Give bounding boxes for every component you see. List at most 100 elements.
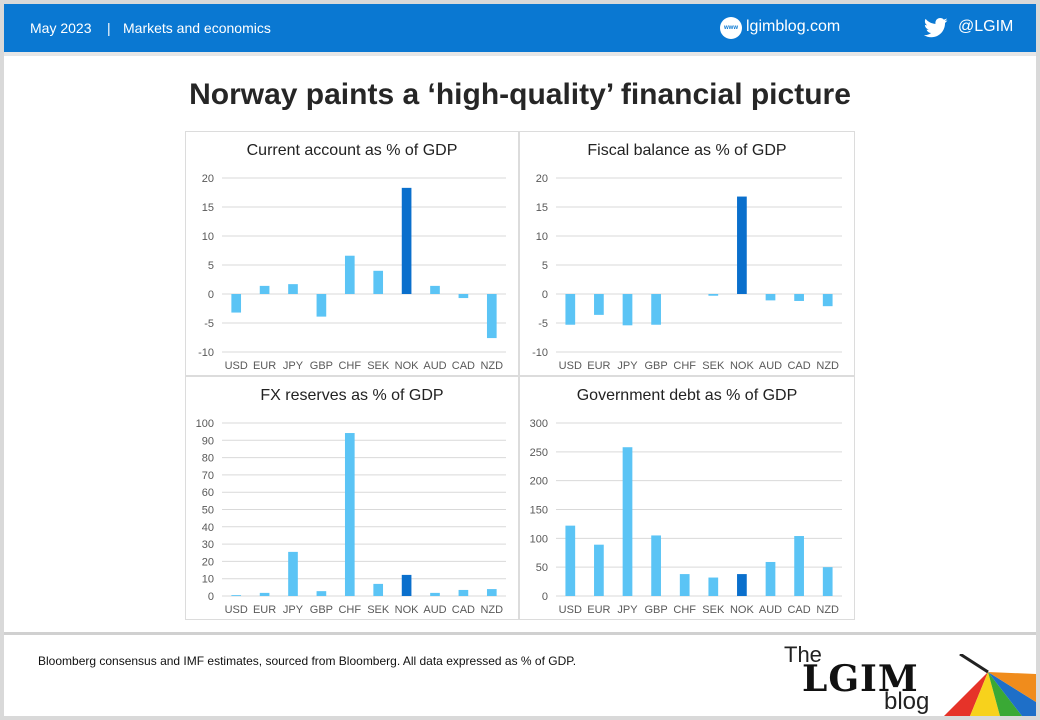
chart-current-account: 20 15 10 5 0 -5 -10 USD EUR JPY GBP CHF SEK NOK AUD CAD… [186,132,520,377]
bar-nok [737,197,747,294]
y-tick-label: 10 [536,231,548,243]
x-tick-label: AUD [423,360,446,372]
header-date: May 2023 [30,20,91,36]
bar-eur [594,294,604,315]
chart-panel-current-account: Current account as % of GDP 20 15 10 5 0 -5 -1… [185,131,519,376]
y-tick-label: 10 [202,574,214,586]
x-tick-label: USD [559,604,582,616]
bar-chf [680,574,690,596]
bar-aud [430,593,440,596]
x-tick-label: SEK [367,604,390,616]
chart-government-debt: 300 250 200 150 100 50 0 USD EUR JPY GBP CHF SEK NOK A… [520,377,856,621]
y-tick-label: 0 [542,591,548,603]
bar-jpy [623,294,633,325]
header-section: Markets and economics [123,20,271,36]
y-tick-label: 10 [202,231,214,243]
bar-sek [373,271,383,294]
bar-cad [794,294,804,301]
y-tick-label: 50 [536,562,548,574]
y-tick-label: 20 [536,173,548,185]
y-tick-label: 250 [530,447,548,459]
x-tick-label: EUR [587,604,610,616]
chart-panel-fiscal-balance: Fiscal balance as % of GDP 20 15 10 5 0 -5 -10… [519,131,855,376]
y-tick-label: 15 [202,202,214,214]
y-tick-label: 100 [196,418,214,430]
bar-aud [766,562,776,596]
bar-nok [402,575,412,596]
y-tick-label: 100 [530,533,548,545]
y-tick-label: 0 [208,591,214,603]
y-tick-label: 200 [530,476,548,488]
bar-sek [708,578,718,596]
y-tick-label: 80 [202,453,214,465]
bar-sek [373,584,383,596]
x-tick-label: CHF [673,604,696,616]
x-tick-label: AUD [759,604,782,616]
x-tick-label: NZD [816,360,839,372]
x-tick-label: GBP [310,604,333,616]
header-separator: | [107,20,111,36]
bar-aud [430,286,440,294]
x-tick-label: GBP [310,360,333,372]
x-tick-label: NZD [816,604,839,616]
y-tick-label: 60 [202,487,214,499]
x-tick-label: GBP [644,604,667,616]
www-globe-icon: www [720,17,742,39]
y-tick-label: 20 [202,173,214,185]
x-tick-label: AUD [423,604,446,616]
bar-jpy [623,447,633,596]
x-tick-label: GBP [644,360,667,372]
x-tick-label: NZD [480,360,503,372]
x-tick-label: JPY [283,604,304,616]
y-tick-label: 20 [202,556,214,568]
source-footnote: Bloomberg consensus and IMF estimates, s… [38,654,576,668]
bar-gbp [651,535,661,596]
x-tick-label: JPY [617,604,638,616]
bar-cad [794,536,804,596]
x-tick-label: CHF [338,604,361,616]
x-tick-label: NOK [395,360,420,372]
y-tick-label: 30 [202,539,214,551]
bar-jpy [288,284,298,294]
bar-nzd [487,589,497,596]
x-tick-label: CAD [452,360,475,372]
x-tick-label: NOK [395,604,420,616]
x-tick-label: SEK [702,360,725,372]
y-tick-label: 5 [542,260,548,272]
lgim-blog-logo: The LGIM blog [780,640,1036,716]
x-tick-label: SEK [367,360,390,372]
y-tick-label: 0 [208,289,214,301]
bar-eur [260,593,270,596]
slide: May 2023 | Markets and economics www lgi… [4,4,1036,716]
y-tick-label: 300 [530,418,548,430]
bar-nzd [823,567,833,596]
bar-usd [565,294,575,325]
y-tick-label: -5 [538,318,548,330]
y-tick-label: -5 [204,318,214,330]
bar-aud [766,294,776,300]
website-link[interactable]: lgimblog.com [746,19,840,35]
y-tick-label: 5 [208,260,214,272]
y-tick-label: 90 [202,435,214,447]
x-tick-label: JPY [283,360,304,372]
twitter-handle-link[interactable]: @LGIM [958,19,1013,35]
y-tick-label: -10 [532,347,548,359]
x-tick-label: CAD [787,360,810,372]
x-tick-label: EUR [253,604,276,616]
bar-gbp [651,294,661,325]
x-tick-label: NOK [730,604,755,616]
y-tick-label: 15 [536,202,548,214]
x-tick-label: EUR [253,360,276,372]
x-tick-label: EUR [587,360,610,372]
x-tick-label: CAD [452,604,475,616]
y-tick-label: 50 [202,505,214,517]
bar-gbp [317,591,327,596]
bar-nok [402,188,412,294]
x-tick-label: CHF [338,360,361,372]
chart-fiscal-balance: 20151050-5-10USD EUR JPY GBP CHF SEK NOK AUD CAD… [520,132,856,377]
bar-nzd [487,294,497,338]
y-tick-label: 0 [542,289,548,301]
bar-cad [459,590,469,596]
bar-usd [565,526,575,596]
